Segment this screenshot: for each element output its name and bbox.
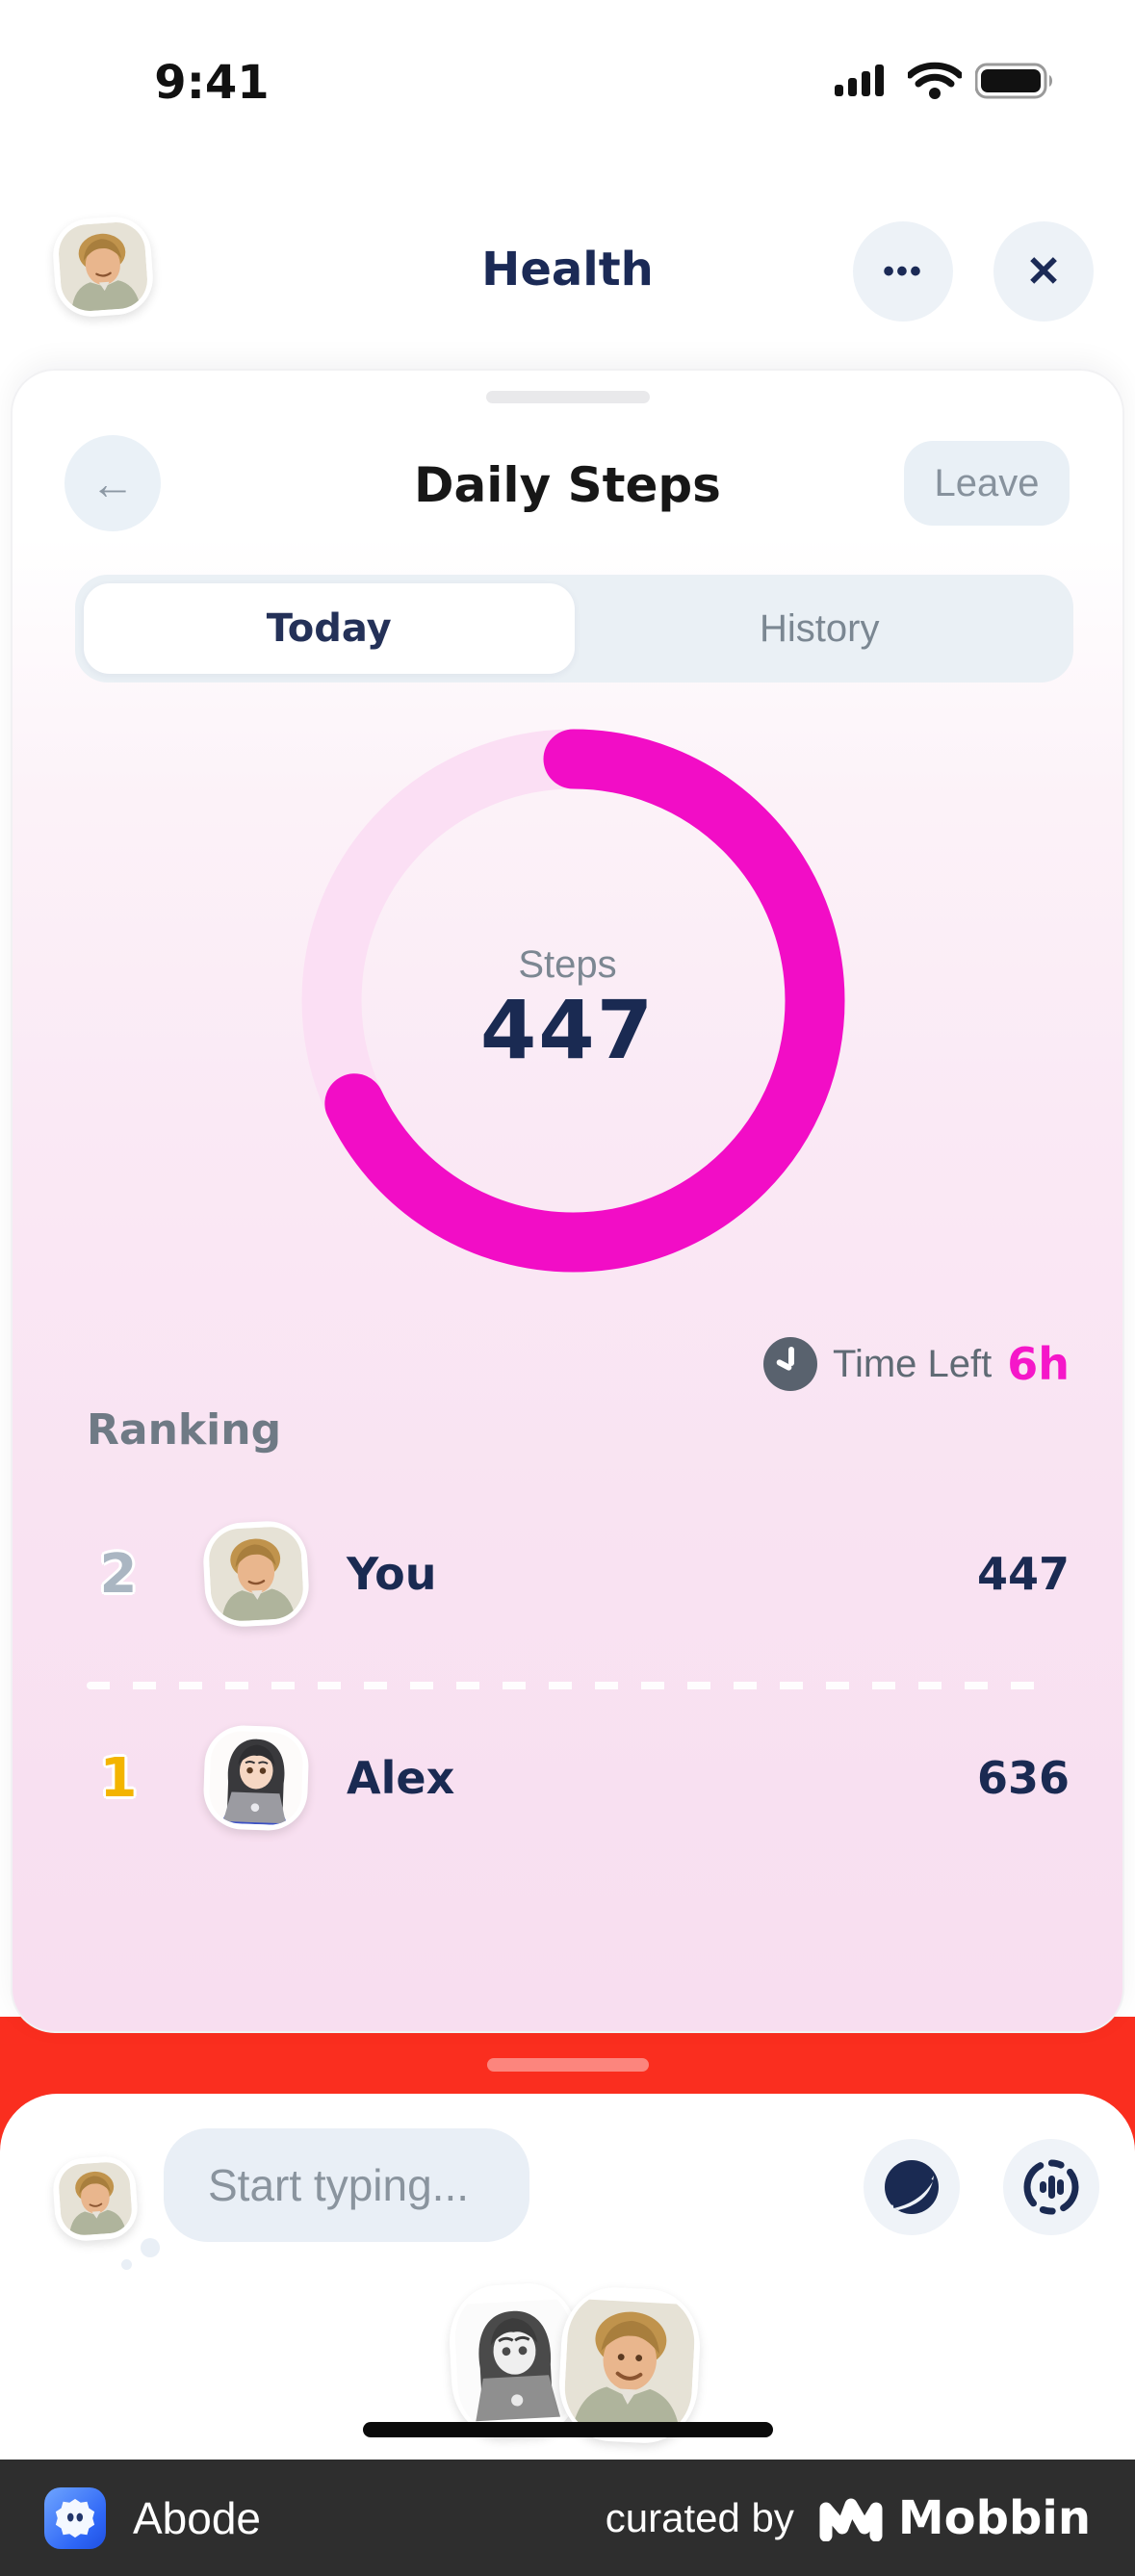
player-score: 447 xyxy=(976,1548,1070,1600)
wifi-icon xyxy=(908,62,962,99)
time-left-row: Time Left 6h xyxy=(763,1335,1070,1393)
man-avatar-illustration xyxy=(56,219,150,314)
sheet-drag-handle[interactable] xyxy=(485,391,650,403)
time-left-label: Time Left xyxy=(833,1342,993,1385)
bubble-tail-dot xyxy=(121,2259,132,2270)
chat-sheet xyxy=(0,2094,1135,2460)
attribution-footer: Abode curated by Mobbin xyxy=(0,2460,1135,2576)
chat-drag-handle[interactable] xyxy=(487,2058,649,2072)
back-button[interactable]: ← xyxy=(64,435,161,531)
voice-wave-icon xyxy=(1023,2159,1079,2215)
status-time: 9:41 xyxy=(154,56,270,110)
ring-progress-arc xyxy=(301,729,845,1273)
leave-button[interactable]: Leave xyxy=(904,441,1070,526)
sheet-header: ← Daily Steps Leave xyxy=(13,434,1122,532)
app-name: Abode xyxy=(133,2492,262,2543)
back-arrow-icon: ← xyxy=(90,458,135,508)
woman-technologist-illustration xyxy=(208,1730,304,1826)
mobbin-logo-icon xyxy=(819,2498,883,2541)
daily-steps-sheet: ← Daily Steps Leave Today History Steps … xyxy=(11,369,1124,2033)
curated-by-text: curated by xyxy=(605,2494,794,2540)
voice-message-button[interactable] xyxy=(1003,2139,1099,2235)
man-avatar-illustration xyxy=(207,1525,305,1623)
man-avatar-illustration xyxy=(562,2298,697,2433)
brand-name: Mobbin xyxy=(897,2490,1091,2545)
rank-badge: 2 xyxy=(99,1542,138,1606)
cellular-signal-icon xyxy=(835,64,884,96)
ranking-row-alex[interactable]: 1 Alex 636 xyxy=(87,1720,1070,1836)
man-photo-sticker xyxy=(555,2284,704,2446)
chat-user-avatar[interactable] xyxy=(51,2154,140,2243)
leave-button-label: Leave xyxy=(934,461,1040,504)
reaction-button[interactable] xyxy=(864,2139,960,2235)
woman-technologist-sticker xyxy=(446,2280,584,2440)
abode-app-icon xyxy=(44,2486,106,2549)
clock-icon xyxy=(763,1337,817,1391)
alex-avatar xyxy=(202,1724,310,1832)
woman-technologist-illustration xyxy=(452,2298,578,2423)
tab-history-label: History xyxy=(760,606,880,650)
leaf-icon xyxy=(885,2160,939,2214)
tab-today[interactable]: Today xyxy=(84,583,575,674)
message-input-bubble xyxy=(164,2128,529,2242)
rank-badge: 1 xyxy=(99,1746,138,1810)
abode-ghost-icon xyxy=(55,2498,95,2537)
steps-progress-ring xyxy=(301,729,845,1273)
close-button[interactable]: ✕ xyxy=(993,221,1094,322)
home-indicator[interactable] xyxy=(363,2422,773,2437)
bubble-tail-dot xyxy=(141,2238,160,2257)
steps-value: 447 xyxy=(479,983,656,1077)
ranking-row-you[interactable]: 2 You 447 xyxy=(87,1516,1070,1632)
user-avatar[interactable] xyxy=(50,214,156,320)
player-name: You xyxy=(347,1548,437,1600)
close-icon: ✕ xyxy=(1025,247,1062,296)
steps-label: Steps xyxy=(518,943,617,986)
more-options-button[interactable]: ••• xyxy=(853,221,953,322)
ranking-divider xyxy=(87,1682,1048,1689)
status-icons xyxy=(835,60,1075,102)
sheet-title: Daily Steps xyxy=(414,457,721,513)
player-name: Alex xyxy=(347,1752,455,1804)
man-avatar-illustration xyxy=(57,2160,134,2237)
time-left-value: 6h xyxy=(1007,1338,1070,1390)
ranking-title: Ranking xyxy=(87,1405,282,1455)
you-avatar xyxy=(201,1519,311,1629)
tab-history[interactable]: History xyxy=(575,583,1066,674)
tab-today-label: Today xyxy=(266,606,392,651)
player-score: 636 xyxy=(976,1752,1070,1804)
page-title: Health xyxy=(481,243,654,296)
ellipsis-icon: ••• xyxy=(883,252,923,290)
message-input[interactable] xyxy=(164,2128,529,2242)
battery-icon xyxy=(975,63,1052,99)
tab-switcher: Today History xyxy=(75,575,1073,683)
